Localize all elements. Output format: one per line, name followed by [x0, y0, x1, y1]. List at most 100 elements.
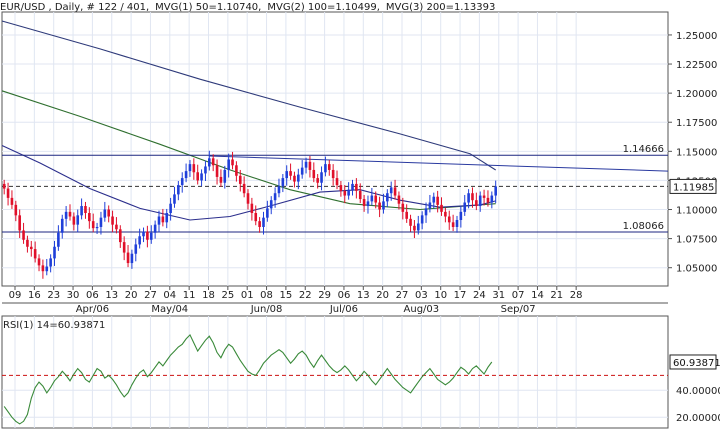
candle-body — [486, 197, 490, 203]
candle-body — [242, 183, 246, 194]
rsi-y-tick-label: 20.00000 — [676, 413, 720, 424]
candle-body — [165, 213, 169, 223]
x-tick-label: 17 — [454, 290, 467, 301]
candle-body — [211, 158, 215, 166]
candle-body — [320, 172, 323, 183]
candle-body — [262, 217, 265, 227]
x-tick-label: 28 — [570, 290, 583, 301]
x-tick-label: 03 — [415, 290, 428, 301]
candle-body — [119, 229, 122, 243]
month-label: Jul/06 — [329, 304, 358, 315]
candle-body — [382, 201, 385, 210]
candle-body — [64, 211, 68, 219]
candle-body — [18, 215, 21, 231]
candle-body — [142, 231, 145, 237]
candle-body — [14, 204, 18, 216]
candle-body — [37, 258, 41, 266]
candle-body — [475, 200, 478, 207]
candle-body — [293, 175, 296, 182]
candle-body — [149, 232, 153, 240]
candle-body — [80, 206, 83, 216]
ma200-line — [1, 20, 496, 171]
current-price-label: 1.11985 — [673, 182, 714, 193]
x-tick-label: 15 — [280, 290, 293, 301]
candle-body — [409, 218, 412, 226]
candle-body — [444, 211, 447, 217]
candle-body — [208, 158, 211, 167]
candle-body — [374, 195, 378, 203]
x-tick-label: 29 — [318, 290, 331, 301]
candle-body — [428, 202, 432, 209]
candle-body — [258, 221, 261, 227]
candle-body — [447, 216, 451, 223]
candle-body — [297, 174, 300, 182]
x-tick-label: 11 — [183, 290, 196, 301]
candle-body — [467, 193, 470, 203]
candle-body — [10, 197, 14, 205]
candle-body — [72, 216, 76, 225]
current-price-box — [669, 178, 717, 194]
candle-body — [490, 195, 494, 203]
rsi-y-tick-label: 40.00000 — [676, 386, 720, 397]
candle-body — [126, 252, 130, 264]
candle-body — [238, 175, 242, 184]
candle-body — [281, 178, 285, 187]
y-tick-label: 1.05000 — [676, 264, 717, 275]
candle-body — [215, 165, 219, 177]
candle-body — [111, 216, 114, 225]
rsi-title: RSI(1) 14=60.93871 — [3, 320, 105, 331]
candle-body — [266, 208, 269, 218]
candle-body — [413, 225, 416, 231]
candle-body — [246, 193, 250, 204]
candle-body — [33, 249, 37, 259]
candle-body — [184, 171, 188, 179]
candle-body — [103, 209, 107, 218]
candle-body — [482, 195, 486, 198]
candle-body — [196, 172, 199, 181]
candle-body — [451, 222, 455, 227]
candle-body — [459, 211, 463, 220]
candle-body — [169, 203, 172, 214]
candle-body — [95, 226, 99, 229]
candle-body — [289, 171, 292, 176]
candle-body — [53, 246, 56, 259]
candle-body — [22, 230, 25, 240]
candle-body — [401, 203, 405, 212]
candle-body — [26, 239, 29, 247]
candle-body — [331, 169, 335, 179]
x-tick-label: 24 — [473, 290, 486, 301]
ma100-line — [1, 90, 496, 211]
candle-body — [393, 187, 397, 196]
x-tick-label: 01 — [241, 290, 254, 301]
candle-body — [471, 193, 474, 201]
chart-header: EUR/USD , Daily, # 122 / 401, MVG(1) 50=1… — [0, 2, 501, 13]
x-tick-label: 18 — [202, 290, 215, 301]
candle-body — [273, 193, 277, 201]
candle-body — [153, 224, 157, 233]
x-tick-label: 22 — [299, 290, 312, 301]
candle-body — [327, 164, 331, 170]
y-tick-label: 1.07500 — [676, 235, 717, 246]
candle-body — [494, 186, 497, 196]
mvg2-legend: MVG(2) 100=1.10499, — [267, 2, 380, 13]
x-tick-label: 31 — [492, 290, 505, 301]
candle-body — [324, 164, 327, 173]
candle-body — [219, 176, 223, 183]
candle-body — [269, 200, 273, 209]
x-tick-label: 08 — [260, 290, 273, 301]
candle-body — [432, 196, 436, 203]
candle-body — [300, 167, 304, 175]
candle-body — [366, 201, 370, 207]
month-label: Aug/03 — [404, 304, 440, 315]
candle-body — [146, 231, 149, 240]
x-tick-label: 04 — [163, 290, 176, 301]
candle-body — [436, 196, 439, 205]
candle-body — [440, 204, 443, 212]
x-tick-label: 20 — [376, 290, 389, 301]
candle-body — [463, 202, 467, 212]
candle-body — [200, 173, 203, 181]
x-tick-label: 20 — [125, 290, 138, 301]
candle-body — [91, 221, 95, 229]
